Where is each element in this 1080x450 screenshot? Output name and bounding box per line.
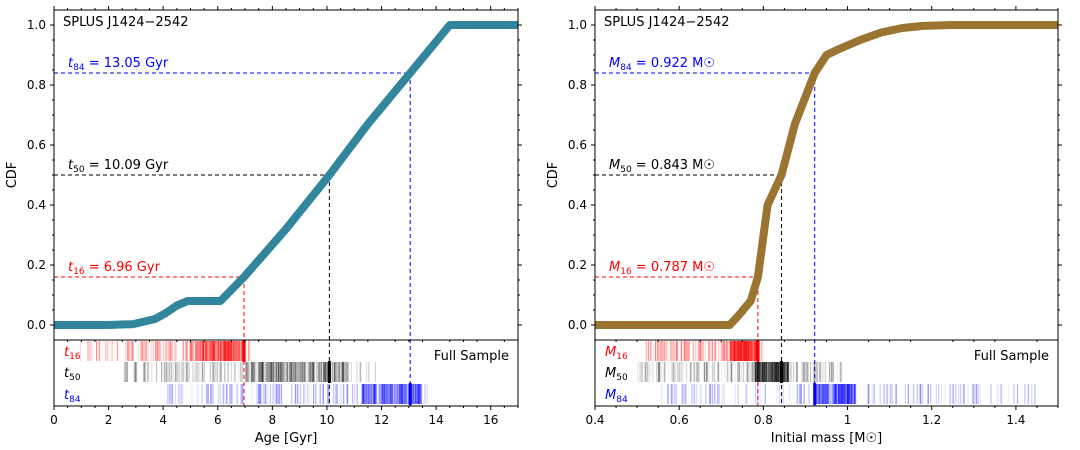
xtick-label: 0.6 bbox=[670, 413, 689, 427]
xtick-label: 10 bbox=[319, 413, 334, 427]
strip-50 bbox=[637, 361, 843, 383]
strip-50 bbox=[124, 361, 376, 383]
cdf-curve bbox=[54, 21, 518, 329]
xtick-label: 14 bbox=[428, 413, 443, 427]
x-axis-label: Initial mass [M☉] bbox=[771, 431, 882, 446]
cdf-curve bbox=[595, 21, 1058, 329]
xtick-label: 0.4 bbox=[585, 413, 604, 427]
strip-label-t16: t16 bbox=[64, 345, 81, 362]
ytick-label: 1.0 bbox=[568, 18, 587, 32]
ytick-label: 0.0 bbox=[27, 318, 46, 332]
percentile-label-t16: t16 = 6.96 Gyr bbox=[68, 260, 161, 277]
strip-label-t50: t50 bbox=[64, 366, 81, 383]
strip-16 bbox=[79, 340, 251, 362]
percentile-label-t84: t84 = 13.05 Gyr bbox=[68, 56, 169, 73]
xtick-label: 2 bbox=[105, 413, 113, 427]
percentile-label-M16: M16 = 0.787 M☉ bbox=[609, 260, 715, 277]
percentile-label-M50: M50 = 0.843 M☉ bbox=[609, 158, 715, 175]
xtick-label: 4 bbox=[159, 413, 167, 427]
ytick-label: 0.8 bbox=[568, 78, 587, 92]
xtick-label: 12 bbox=[374, 413, 389, 427]
strip-label-M50: M50 bbox=[605, 366, 628, 383]
xtick-label: 1.2 bbox=[922, 413, 941, 427]
xtick-label: 16 bbox=[483, 413, 498, 427]
strip-label-t84: t84 bbox=[64, 388, 81, 405]
ytick-label: 0.2 bbox=[27, 258, 46, 272]
xtick-label: 1 bbox=[844, 413, 852, 427]
strip-label-M84: M84 bbox=[605, 388, 628, 405]
percentile-label-t50: t50 = 10.09 Gyr bbox=[68, 158, 169, 175]
ytick-label: 0.4 bbox=[27, 198, 46, 212]
ytick-label: 0.2 bbox=[568, 258, 587, 272]
xtick-label: 1.4 bbox=[1006, 413, 1025, 427]
strip-label-M16: M16 bbox=[605, 345, 628, 362]
ytick-label: 0.6 bbox=[27, 138, 46, 152]
ytick-label: 0.8 bbox=[27, 78, 46, 92]
strip-84 bbox=[166, 383, 428, 405]
panel-initial-mass: M16 = 0.787 M☉ M50 = 0.843 M☉ M84 = 0.922 … bbox=[546, 6, 1062, 446]
strip-panel-label: Full Sample bbox=[974, 349, 1049, 364]
x-axis-label: Age [Gyr] bbox=[255, 431, 318, 446]
strip-84 bbox=[661, 383, 1036, 405]
y-axis-label: CDF bbox=[5, 162, 20, 189]
strip-16 bbox=[645, 340, 764, 362]
ytick-label: 0.6 bbox=[568, 138, 587, 152]
strip-panel-label: Full Sample bbox=[434, 349, 509, 364]
percentile-label-M84: M84 = 0.922 M☉ bbox=[609, 56, 715, 73]
xtick-label: 0.8 bbox=[754, 413, 773, 427]
xtick-label: 8 bbox=[269, 413, 277, 427]
xtick-label: 6 bbox=[214, 413, 222, 427]
plot-title: SPLUS J1424−2542 bbox=[63, 15, 188, 30]
ytick-label: 0.4 bbox=[568, 198, 587, 212]
panel-age: t16 = 6.96 Gyr t50 = 10.09 Gyr t84 = 13.05… bbox=[5, 6, 522, 446]
xtick-label: 0 bbox=[50, 413, 58, 427]
ytick-label: 1.0 bbox=[27, 18, 46, 32]
y-axis-label: CDF bbox=[546, 162, 561, 189]
ytick-label: 0.0 bbox=[568, 318, 587, 332]
plot-title: SPLUS J1424−2542 bbox=[604, 15, 729, 30]
